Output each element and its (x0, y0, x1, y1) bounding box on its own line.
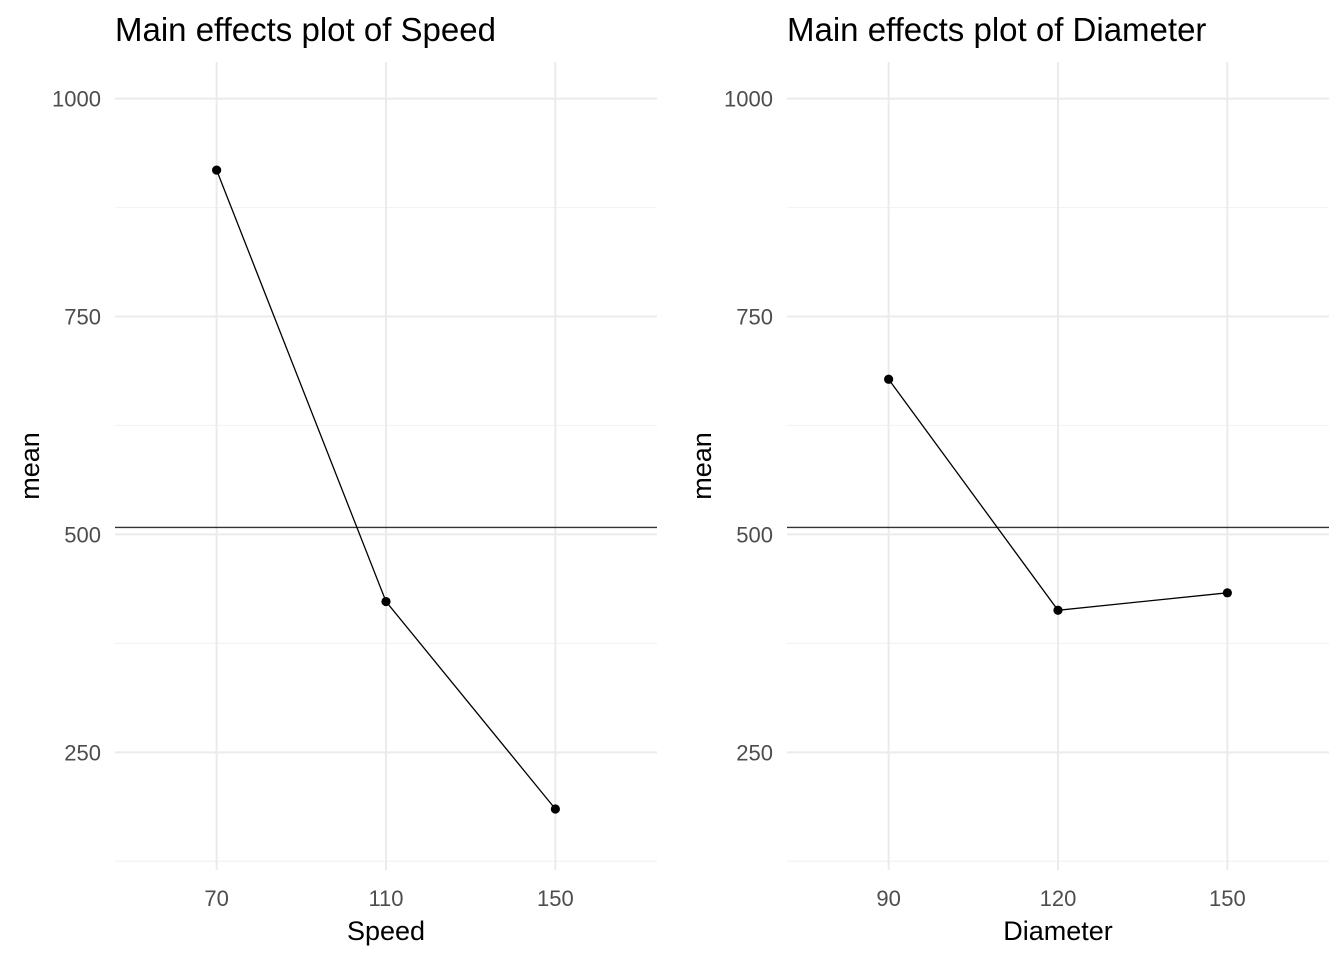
x-tick-label: 150 (1209, 886, 1246, 911)
data-point (1222, 588, 1232, 598)
x-axis-title: Speed (347, 916, 425, 946)
data-point (884, 374, 894, 384)
y-tick-label: 500 (64, 522, 101, 547)
x-tick-label: 110 (368, 886, 403, 911)
y-tick-label: 750 (736, 305, 773, 330)
y-axis-title: mean (687, 432, 717, 500)
x-tick-label: 120 (1040, 886, 1077, 911)
x-tick-label: 70 (204, 886, 228, 911)
data-point (381, 596, 391, 607)
y-tick-label: 1000 (52, 87, 101, 112)
chart-title: Main effects plot of Diameter (787, 11, 1206, 48)
data-point (1053, 605, 1063, 615)
data-point (550, 804, 560, 814)
data-point (212, 165, 222, 175)
y-tick-label: 1000 (724, 87, 773, 112)
y-tick-label: 750 (64, 305, 101, 330)
y-tick-label: 500 (736, 522, 773, 547)
chart-title: Main effects plot of Speed (115, 11, 496, 48)
chart-panel-2: 250 500 750 1000 90 120 150 Main effects plot o… (687, 11, 1329, 946)
y-tick-label: 250 (736, 740, 773, 765)
y-axis-title: mean (15, 432, 45, 500)
x-axis-title: Diameter (1003, 916, 1113, 946)
x-tick-label: 90 (876, 886, 900, 911)
chart-panel-1: 250 500 750 1000 70 110 150 Main effects plot o… (15, 11, 657, 946)
x-tick-label: 150 (537, 886, 574, 911)
y-tick-label: 250 (64, 740, 101, 765)
